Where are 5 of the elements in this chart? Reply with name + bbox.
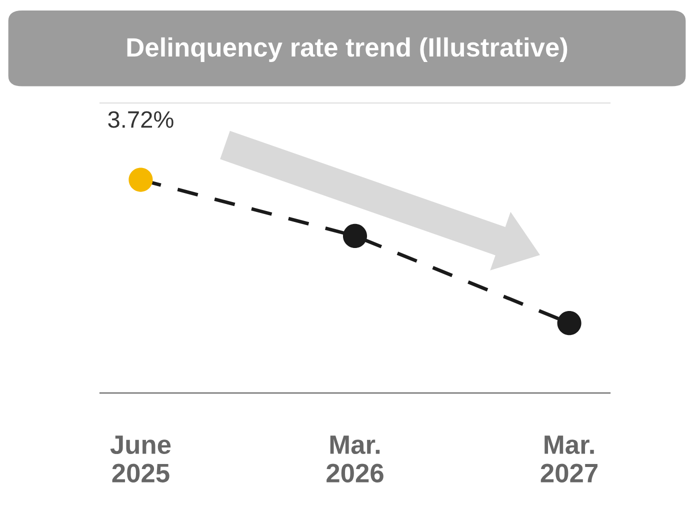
x-tick-label: June 2025 [110, 436, 171, 482]
chart-title: Delinquency rate trend (Illustrative) [127, 37, 568, 62]
x-tick-label: Mar. 2027 [540, 436, 598, 482]
data-label: 3.72% [108, 111, 174, 128]
x-tick-label: Mar. 2026 [326, 436, 384, 482]
